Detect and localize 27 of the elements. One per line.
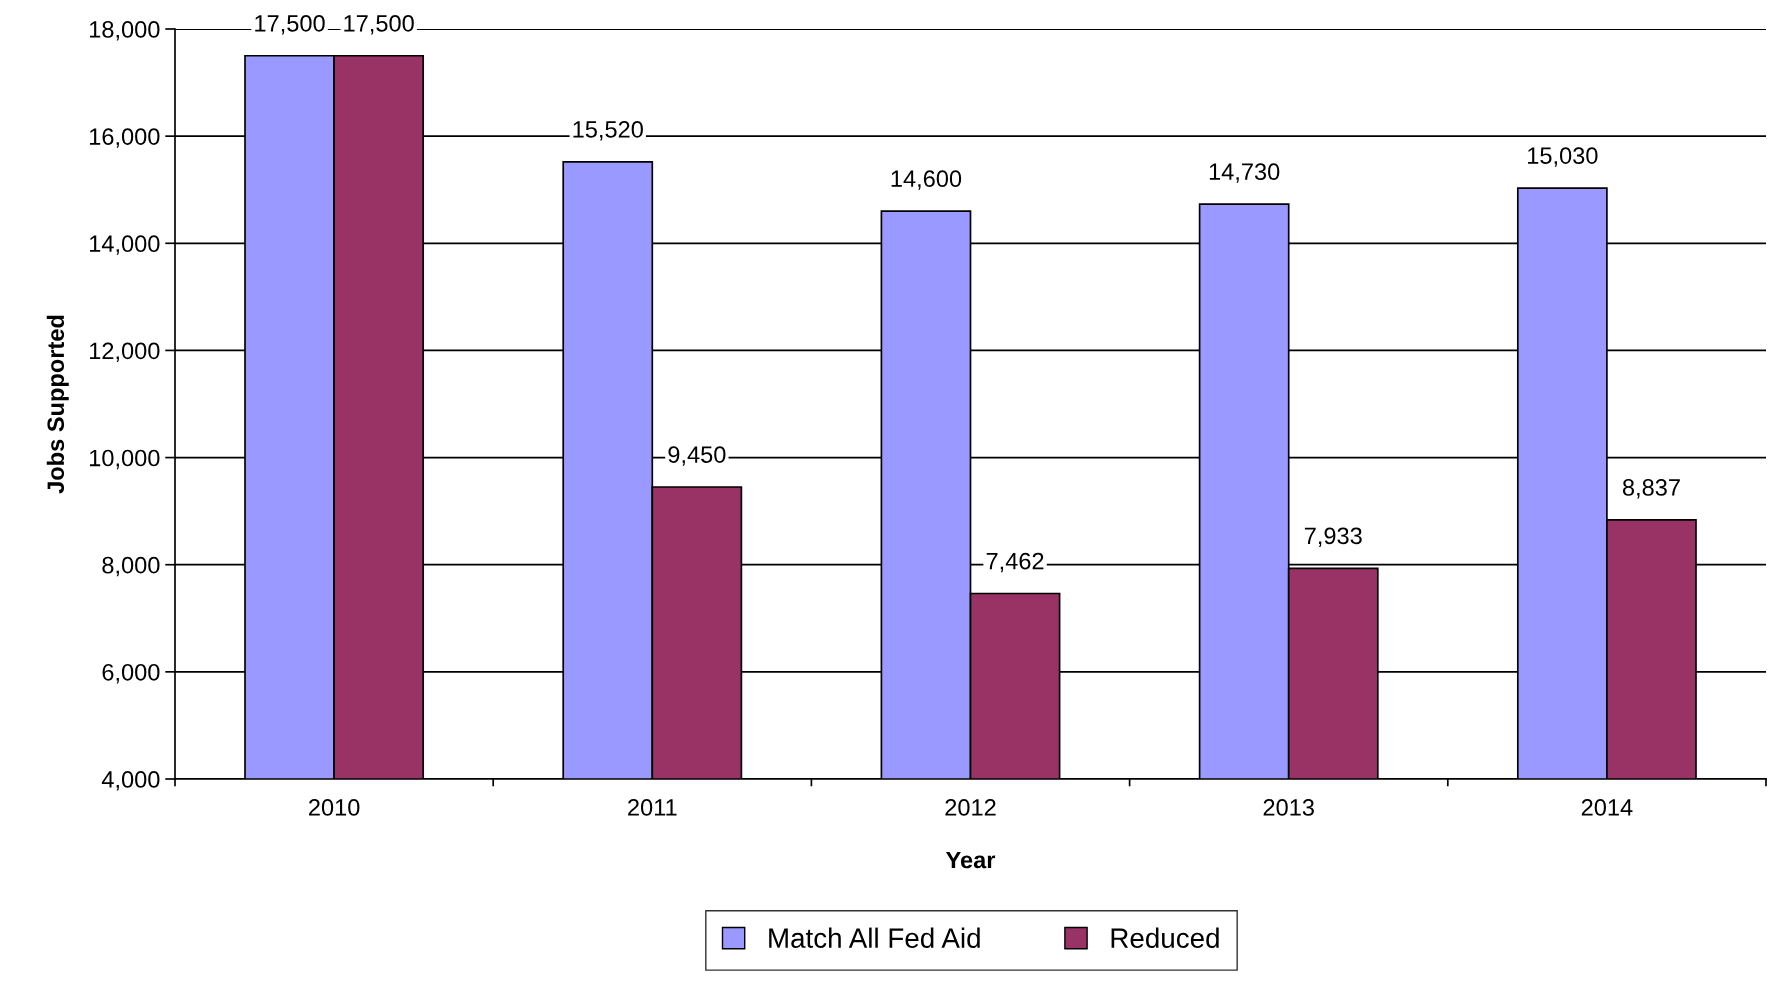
x-tick-label: 2013 [1263, 799, 1314, 816]
data-label: 9,450 [668, 446, 726, 466]
data-label: 7,462 [986, 552, 1044, 573]
y-tick-label: 16,000 [90, 128, 160, 148]
y-tick-label: 4,000 [101, 771, 160, 791]
data-label: 14,600 [891, 170, 962, 190]
data-label: 7,933 [1304, 527, 1362, 547]
x-axis-title: Year [945, 851, 996, 869]
y-tick-label: 8,000 [102, 556, 160, 577]
data-label: 15,030 [1528, 147, 1598, 167]
data-label: 17,500 [255, 14, 325, 35]
legend-label: Match All Fed Aid [769, 927, 980, 948]
y-tick-label: 14,000 [90, 235, 160, 255]
x-tick-label: 2011 [628, 799, 677, 816]
y-tick-label: 6,000 [102, 663, 160, 684]
y-tick-label: 18,000 [90, 21, 160, 41]
y-axis-title: Jobs Supported [46, 315, 69, 494]
data-label: 17,500 [344, 14, 414, 35]
x-tick-label: 2012 [945, 799, 996, 816]
x-tick-label: 2010 [309, 799, 360, 816]
data-label: 15,520 [573, 121, 643, 141]
data-label: 8,837 [1622, 479, 1680, 499]
y-tick-label: 10,000 [90, 449, 160, 470]
y-tick-label: 12,000 [90, 342, 160, 363]
x-tick-label: 2014 [1581, 799, 1633, 816]
legend-label: Reduced [1111, 927, 1219, 948]
data-label: 14,730 [1209, 163, 1280, 183]
